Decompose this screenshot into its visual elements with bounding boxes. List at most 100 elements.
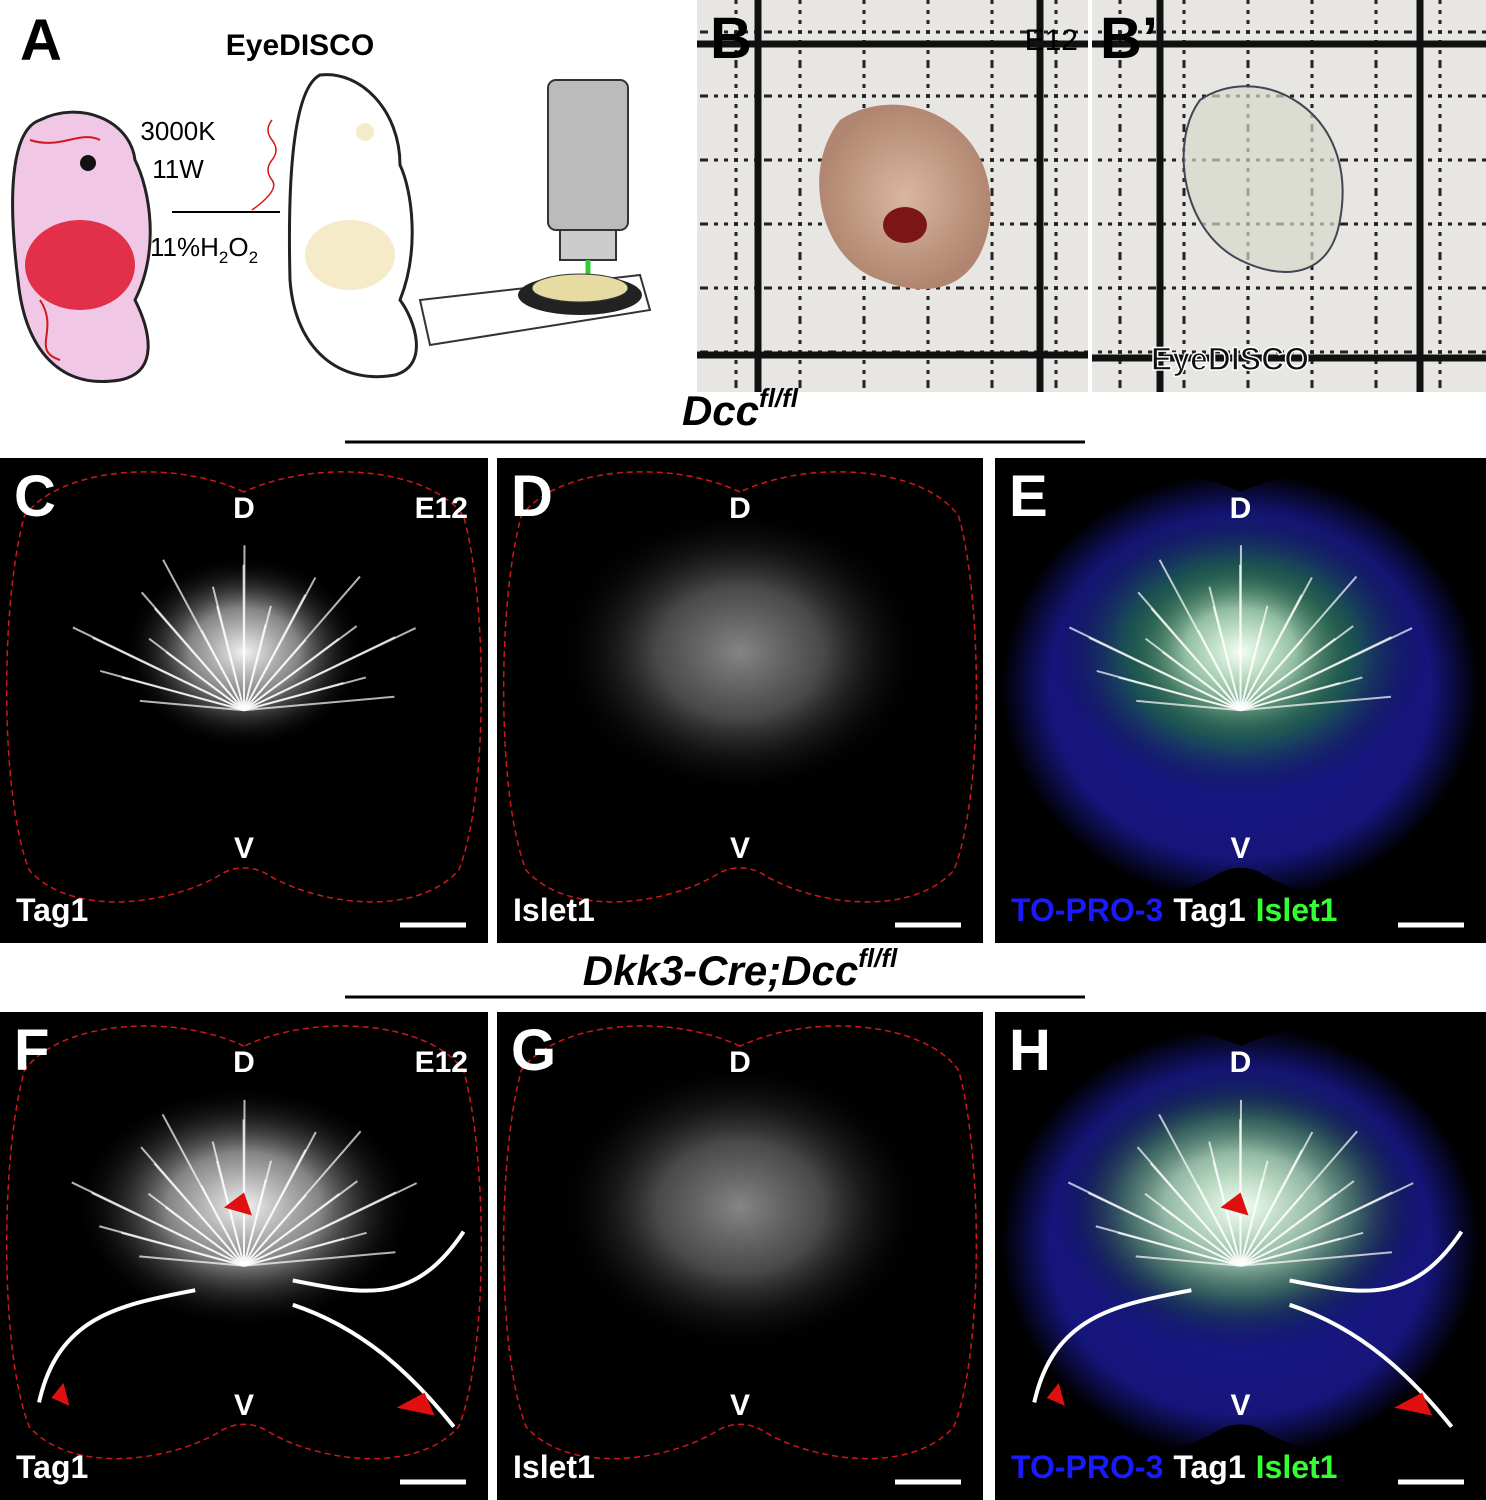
axon-fiber [243, 576, 317, 711]
axon-fiber [72, 626, 245, 712]
dorsal-label: D [729, 1046, 751, 1079]
axon-fiber [140, 1146, 245, 1267]
axon-fiber [1144, 1192, 1242, 1267]
axon-fiber [1240, 1182, 1414, 1267]
axon-fiber [1239, 1194, 1304, 1267]
panel-a: A EyeDISCO 3000K 11W 11%H2O2 [11, 8, 652, 383]
stain-name: Islet1 [1256, 1449, 1338, 1485]
reagent-part: 11%H [150, 232, 219, 262]
genotype-base: Dcc [682, 387, 759, 434]
axon-fiber [1240, 627, 1413, 712]
axon-fiber [1239, 1160, 1269, 1267]
axon-fiber [1239, 576, 1313, 711]
objective [547, 79, 629, 231]
micrograph-panel: C D E12 V Tag1 [0, 458, 488, 943]
micrograph-panel: H D V TO-PRO-3 Tag1 Islet1 [995, 1012, 1486, 1500]
axon-fiber [1144, 637, 1242, 711]
panel-label: H [1009, 1018, 1051, 1083]
light-wave [251, 119, 277, 211]
panel-label: A [20, 8, 62, 73]
axon-fiber [243, 1160, 273, 1267]
axon-fiber [243, 1180, 358, 1267]
stain-name: Islet1 [513, 892, 595, 928]
micrograph-panel: D D V Islet1 [497, 458, 983, 943]
islet1-signal [555, 506, 925, 798]
axon-fiber [243, 676, 367, 712]
axon-fiber [200, 629, 245, 711]
tissue-outline [5, 1025, 483, 1460]
grid-lines [697, 0, 1088, 392]
stain-legend: Islet1 [513, 1449, 595, 1485]
islet1-signal [555, 1060, 925, 1354]
axon-fiber [1239, 1180, 1355, 1267]
axon-fiber [1067, 1181, 1241, 1267]
micrograph-panel: E D V TO-PRO-3 Tag1 Islet1 [995, 458, 1486, 943]
dorsal-label: D [729, 492, 751, 525]
stain-name: Tag1 [1173, 1449, 1245, 1485]
panel-label: B [710, 6, 752, 71]
genotype-sup: fl/fl [759, 383, 799, 413]
panel-b-prime: B’ EyeDISCO [1092, 0, 1486, 392]
reagent-sub: 2 [249, 248, 258, 267]
stage-label: E12 [1025, 24, 1078, 57]
misrouted-axons [37, 1230, 466, 1429]
embryo-photo [819, 104, 991, 290]
ventral-label: V [234, 1389, 254, 1422]
chamber-sample [531, 273, 629, 303]
genotype: Dccfl/fl [682, 383, 799, 434]
eye-cleared [356, 123, 374, 141]
misrouted-axons [1032, 1230, 1464, 1429]
panel-label: E [1009, 464, 1048, 529]
stain-legend: Tag1 [16, 1449, 88, 1485]
axon-fiber [99, 1225, 245, 1267]
axon-fiber [1135, 1255, 1241, 1267]
genotype-sup: fl/fl [858, 943, 898, 973]
tissue-outline [502, 471, 978, 903]
axon-fiber [1240, 676, 1363, 712]
panel-label: F [14, 1018, 49, 1083]
liver-cleared [305, 220, 395, 290]
axon-fiber [1239, 639, 1304, 711]
axon-fiber [1240, 1231, 1364, 1267]
arrowhead [1046, 1382, 1065, 1406]
panel-label: G [511, 1018, 556, 1083]
stain-name: Tag1 [1173, 892, 1245, 928]
light-power: 11W [152, 154, 204, 184]
dorsal-label: D [233, 492, 255, 525]
axon-fiber [1136, 1146, 1242, 1267]
axon-fiber [99, 669, 245, 712]
axon-fiber [139, 699, 245, 712]
axon-fiber [148, 637, 245, 711]
ventral-label: V [234, 832, 254, 865]
stage-label: E12 [415, 492, 468, 525]
grid-lines [1092, 0, 1486, 392]
axon-fiber [1239, 625, 1354, 712]
axon-fiber [1137, 591, 1242, 711]
eye [80, 155, 96, 171]
axon-fiber [243, 605, 272, 711]
axon-fiber [1196, 1184, 1242, 1267]
axon-fiber [1239, 1131, 1314, 1267]
axon-fiber [1095, 1225, 1241, 1267]
axon-fiber [71, 1181, 245, 1267]
dorsal-label: D [233, 1046, 255, 1079]
axon-fiber [243, 639, 307, 711]
axon-fiber [243, 627, 417, 712]
tissue-outline [5, 471, 483, 903]
panel-title: EyeDISCO [226, 29, 374, 62]
arrowhead [51, 1382, 70, 1406]
arrowhead [1394, 1392, 1433, 1416]
reagent-sub: 2 [219, 248, 228, 267]
arrowhead [1220, 1192, 1249, 1216]
axon-fiber [147, 1192, 245, 1267]
dorsal-label: D [1230, 1046, 1252, 1079]
axon-fiber [243, 1182, 418, 1267]
stain-name: TO-PRO-3 [1011, 892, 1163, 928]
stain-name: Tag1 [16, 892, 88, 928]
axon-fiber [243, 1251, 396, 1267]
liver [25, 220, 135, 310]
arrowhead [396, 1392, 435, 1416]
embryo-cleared-photo [1182, 85, 1344, 273]
panel-label: D [511, 464, 553, 529]
